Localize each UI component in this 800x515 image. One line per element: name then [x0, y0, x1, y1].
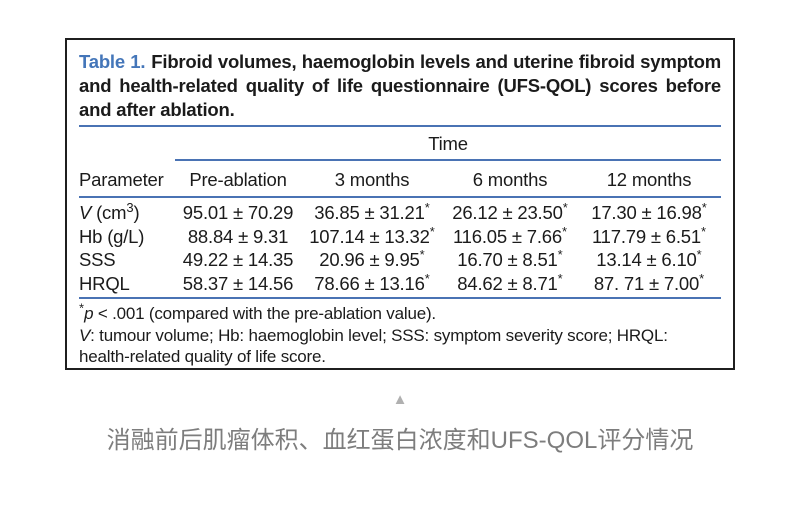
footnote-significance: *p < .001 (compared with the pre-ablatio… [79, 300, 436, 323]
table-cell: 58.37 ± 14.56 [182, 272, 294, 294]
row-param-label: HRQL [79, 272, 130, 294]
column-header-parameter: Parameter [79, 161, 175, 198]
table-cell: 49.22 ± 14.35 [182, 249, 294, 270]
row-param-label: Hb (g/L) [79, 225, 145, 247]
param-italic: V [79, 202, 92, 223]
time-span-header: Time [175, 127, 721, 161]
chinese-caption: 消融前后肌瘤体积、血红蛋白浓度和UFS-QOL评分情况 [106, 427, 694, 454]
table-cell: 16.70 ± 8.51* [457, 246, 563, 270]
significance-star: * [696, 246, 702, 262]
data-table: Time Parameter Pre-ablation 3 months 6 m… [79, 127, 721, 299]
table-cell: 95.01 ± 70.29 [182, 202, 294, 223]
row-param-label: V (cm3) [79, 198, 175, 225]
triangle-up-icon: ▲ [392, 391, 408, 408]
table-cell: 84.62 ± 8.71* [457, 270, 563, 294]
table-title: Table 1. Fibroid volumes, haemoglobin lev… [79, 50, 721, 122]
significance-star: * [562, 223, 568, 239]
significance-star: * [429, 223, 435, 239]
significance-star: * [562, 199, 568, 215]
table-cell: 26.12 ± 23.50* [452, 199, 568, 223]
table-number-label: Table 1. [79, 51, 146, 72]
significance-star: * [557, 246, 563, 262]
table-cell: 107.14 ± 13.32* [309, 223, 435, 247]
table-cell: 88.84 ± 9.31 [187, 225, 289, 247]
table-figure-card: Table 1. Fibroid volumes, haemoglobin lev… [65, 38, 735, 370]
column-header-6-months: 6 months [443, 161, 577, 198]
table-cell: 13.14 ± 6.10* [596, 246, 702, 270]
column-header-12-months: 12 months [577, 161, 721, 198]
table-cell: 36.85 ± 31.21* [314, 199, 430, 223]
significance-star: * [79, 300, 85, 316]
significance-star: * [424, 199, 430, 215]
title-rule [79, 125, 721, 127]
table-cell: 17.30 ± 16.98* [591, 199, 707, 223]
table-cell: 78.66 ± 13.16* [314, 270, 430, 294]
table-footnotes: *p < .001 (compared with the pre-ablatio… [79, 300, 721, 368]
table-cell: 20.96 ± 9.95* [319, 246, 425, 270]
significance-star: * [701, 223, 707, 239]
row-param-label: SSS [79, 249, 116, 270]
param-sup: 3 [126, 199, 134, 215]
significance-star: * [557, 270, 563, 286]
time-row-spacer [79, 127, 175, 161]
column-header-3-months: 3 months [301, 161, 443, 198]
table-cell: 87. 71 ± 7.00* [593, 270, 705, 294]
significance-star: * [699, 270, 705, 286]
table-cell: 117.79 ± 6.51* [591, 223, 707, 247]
param-tail: ) [133, 202, 140, 223]
footnote-abbreviations: V: tumour volume; Hb: haemoglobin level;… [79, 325, 668, 367]
table-bottom-rule [79, 297, 721, 299]
significance-star: * [419, 246, 425, 262]
column-header-pre-ablation: Pre-ablation [175, 161, 301, 198]
significance-star: * [701, 199, 707, 215]
param-text: (cm [91, 202, 127, 223]
table-title-text: Fibroid volumes, haemoglobin levels and … [79, 51, 721, 120]
significance-star: * [424, 270, 430, 286]
table-cell: 116.05 ± 7.66* [452, 223, 568, 247]
